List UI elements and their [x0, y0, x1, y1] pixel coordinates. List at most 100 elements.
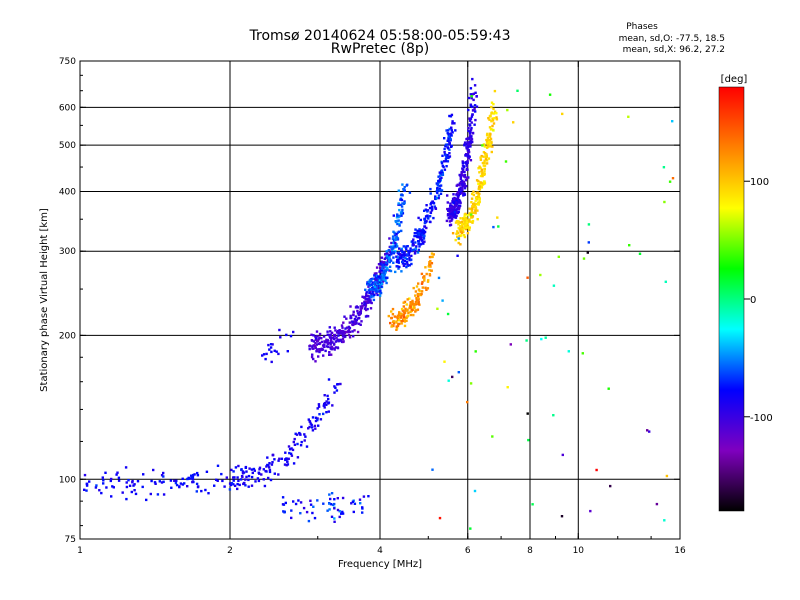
- data-point: [326, 394, 329, 398]
- data-point: [432, 253, 435, 256]
- data-point: [342, 321, 345, 324]
- data-point: [271, 343, 274, 346]
- data-point: [379, 283, 382, 286]
- data-point: [426, 287, 430, 290]
- data-point: [446, 201, 449, 204]
- data-point: [396, 256, 400, 259]
- data-point: [130, 490, 133, 494]
- data-point: [303, 439, 306, 442]
- data-point: [310, 333, 313, 336]
- data-point: [373, 285, 376, 288]
- data-point: [361, 511, 364, 514]
- data-point: [316, 339, 320, 342]
- data-point: [663, 200, 666, 204]
- data-point: [426, 280, 430, 283]
- data-point: [395, 216, 399, 219]
- data-point: [412, 243, 415, 247]
- data-point: [483, 167, 486, 171]
- data-point: [369, 288, 372, 291]
- data-point: [395, 260, 399, 264]
- data-point: [469, 382, 473, 385]
- data-point: [420, 292, 423, 296]
- data-point: [403, 317, 406, 320]
- data-point: [261, 354, 264, 357]
- data-point: [444, 154, 447, 157]
- data-point: [348, 336, 352, 339]
- data-point: [416, 299, 420, 302]
- data-point: [483, 161, 486, 165]
- data-point: [452, 207, 455, 210]
- data-point: [401, 183, 404, 186]
- data-point: [150, 479, 153, 483]
- data-point: [432, 202, 436, 205]
- data-point: [396, 236, 399, 240]
- data-point: [385, 254, 389, 258]
- data-point: [223, 485, 226, 488]
- data-point: [459, 230, 463, 233]
- data-point: [317, 338, 320, 341]
- data-point: [363, 303, 366, 307]
- data-point: [328, 508, 331, 511]
- data-point: [495, 116, 498, 119]
- data-point: [370, 294, 373, 297]
- data-point: [370, 288, 374, 291]
- data-point: [422, 229, 425, 233]
- data-point: [468, 134, 472, 137]
- x-tick-label: 6: [465, 546, 471, 556]
- data-point: [290, 516, 293, 520]
- data-point: [378, 278, 382, 281]
- data-point: [412, 238, 415, 241]
- data-point: [458, 206, 461, 209]
- data-point: [253, 469, 256, 472]
- data-point: [373, 272, 377, 275]
- data-point: [358, 313, 361, 316]
- data-point: [540, 337, 543, 341]
- data-point: [465, 137, 468, 141]
- data-point: [316, 418, 319, 422]
- data-point: [490, 111, 494, 114]
- data-point: [403, 316, 406, 319]
- data-point: [317, 355, 320, 358]
- data-point: [363, 307, 367, 310]
- data-point: [382, 278, 385, 281]
- data-point: [444, 143, 448, 146]
- data-point: [468, 207, 471, 210]
- chart-title: Tromsø 20140624 05:58:00-05:59:43: [249, 28, 511, 44]
- data-point: [400, 250, 404, 253]
- data-point: [416, 296, 420, 300]
- data-point: [444, 160, 448, 163]
- data-point: [314, 346, 317, 350]
- data-point: [471, 140, 474, 144]
- data-point: [452, 201, 455, 204]
- data-point: [432, 216, 435, 220]
- data-point: [448, 114, 451, 118]
- data-point: [313, 424, 317, 428]
- data-point: [395, 320, 398, 323]
- data-point: [386, 251, 389, 255]
- data-point: [316, 349, 319, 352]
- data-point: [557, 255, 560, 258]
- data-point: [316, 499, 319, 502]
- data-point: [351, 500, 355, 503]
- data-point: [425, 272, 428, 276]
- data-point: [427, 279, 430, 282]
- data-point: [389, 250, 392, 253]
- data-point: [268, 470, 272, 474]
- data-point: [196, 474, 200, 477]
- data-point: [111, 485, 114, 488]
- data-point: [220, 472, 223, 476]
- data-point: [400, 212, 403, 216]
- data-point: [371, 277, 374, 280]
- data-point: [359, 323, 362, 326]
- data-point: [458, 221, 462, 224]
- data-point: [367, 280, 370, 283]
- data-point: [422, 242, 425, 245]
- data-point: [404, 254, 407, 257]
- data-point: [479, 158, 483, 161]
- data-point: [381, 264, 384, 267]
- data-point: [416, 308, 420, 311]
- data-point: [364, 294, 368, 298]
- data-point: [347, 330, 350, 333]
- data-point: [526, 412, 529, 415]
- data-point: [415, 245, 418, 248]
